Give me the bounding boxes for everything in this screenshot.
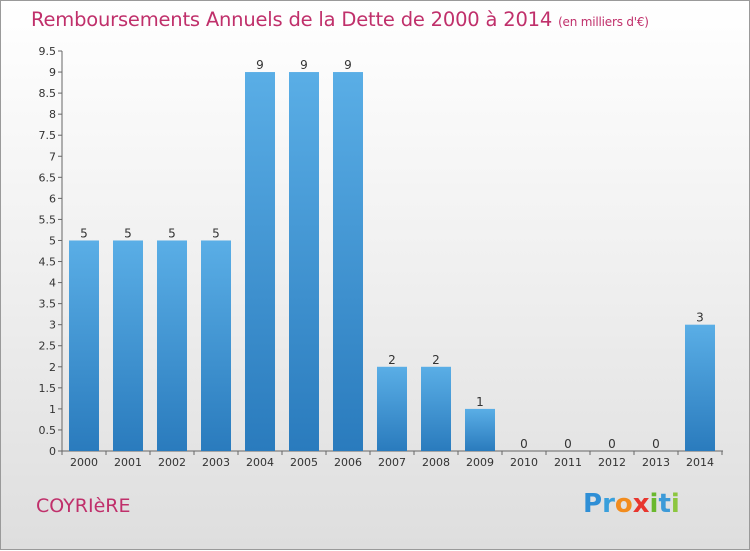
y-tick-label: 3: [49, 319, 56, 332]
value-label-2006: 9: [344, 58, 352, 72]
y-tick-label: 7.5: [39, 129, 57, 142]
value-label-2005: 9: [300, 58, 308, 72]
value-label-2008: 2: [432, 353, 440, 367]
value-label-2003: 5: [212, 226, 220, 240]
bar-2005: [289, 72, 319, 451]
bar-2006: [333, 72, 363, 451]
x-tick-label-2006: 2006: [334, 456, 362, 469]
x-tick-label-2004: 2004: [246, 456, 274, 469]
value-label-2014: 3: [696, 311, 704, 325]
x-tick-label-2007: 2007: [378, 456, 406, 469]
value-label-2004: 9: [256, 58, 264, 72]
chart-title-text: Remboursements Annuels de la Dette de 20…: [31, 8, 553, 31]
y-tick-label: 6: [49, 192, 56, 205]
y-tick-label: 1: [49, 403, 56, 416]
y-tick-label: 3.5: [39, 298, 57, 311]
bar-2000: [69, 240, 99, 451]
y-tick-label: 8.5: [39, 87, 57, 100]
chart-labels: 5200052001520025200392004920059200622007…: [70, 58, 714, 469]
x-tick-label-2008: 2008: [422, 456, 450, 469]
y-tick-label: 8: [49, 108, 56, 121]
bar-2007: [377, 366, 407, 451]
y-tick-label: 2.5: [39, 340, 57, 353]
y-tick-label: 4.5: [39, 256, 57, 269]
bar-2014: [685, 324, 715, 451]
y-tick-label: 6.5: [39, 171, 57, 184]
y-tick-label: 9: [49, 66, 56, 79]
chart-unit-label: (en milliers d'€): [558, 15, 649, 29]
bar-2002: [157, 240, 187, 451]
x-tick-label-2005: 2005: [290, 456, 318, 469]
x-tick-label-2002: 2002: [158, 456, 186, 469]
y-tick-label: 4: [49, 277, 56, 290]
bar-2004: [245, 72, 275, 451]
proxiti-logo[interactable]: Proxiti: [583, 489, 680, 519]
value-label-2011: 0: [564, 437, 572, 451]
value-label-2000: 5: [80, 226, 88, 240]
y-tick-label: 2: [49, 361, 56, 374]
chart-title: Remboursements Annuels de la Dette de 20…: [31, 8, 649, 31]
value-label-2013: 0: [652, 437, 660, 451]
x-tick-label-2003: 2003: [202, 456, 230, 469]
y-tick-label: 5.5: [39, 213, 57, 226]
value-label-2007: 2: [388, 353, 396, 367]
x-tick-label-2000: 2000: [70, 456, 98, 469]
y-tick-label: 5: [49, 234, 56, 247]
x-tick-label-2009: 2009: [466, 456, 494, 469]
x-tick-label-2014: 2014: [686, 456, 714, 469]
x-tick-label-2013: 2013: [642, 456, 670, 469]
y-tick-label: 0: [49, 445, 56, 458]
bar-2003: [201, 240, 231, 451]
x-tick-label-2011: 2011: [554, 456, 582, 469]
bar-2008: [421, 366, 451, 451]
value-label-2001: 5: [124, 226, 132, 240]
value-label-2012: 0: [608, 437, 616, 451]
x-tick-label-2012: 2012: [598, 456, 626, 469]
chart-bars: [69, 72, 715, 451]
x-tick-label-2010: 2010: [510, 456, 538, 469]
value-label-2002: 5: [168, 226, 176, 240]
y-tick-label: 7: [49, 150, 56, 163]
y-tick-label: 1.5: [39, 382, 57, 395]
bar-2001: [113, 240, 143, 451]
x-tick-label-2001: 2001: [114, 456, 142, 469]
value-label-2009: 1: [476, 395, 484, 409]
y-tick-label: 0.5: [39, 424, 57, 437]
y-tick-label: 9.5: [39, 45, 57, 58]
commune-name: COYRIèRE: [36, 495, 131, 517]
value-label-2010: 0: [520, 437, 528, 451]
bar-2009: [465, 408, 495, 451]
